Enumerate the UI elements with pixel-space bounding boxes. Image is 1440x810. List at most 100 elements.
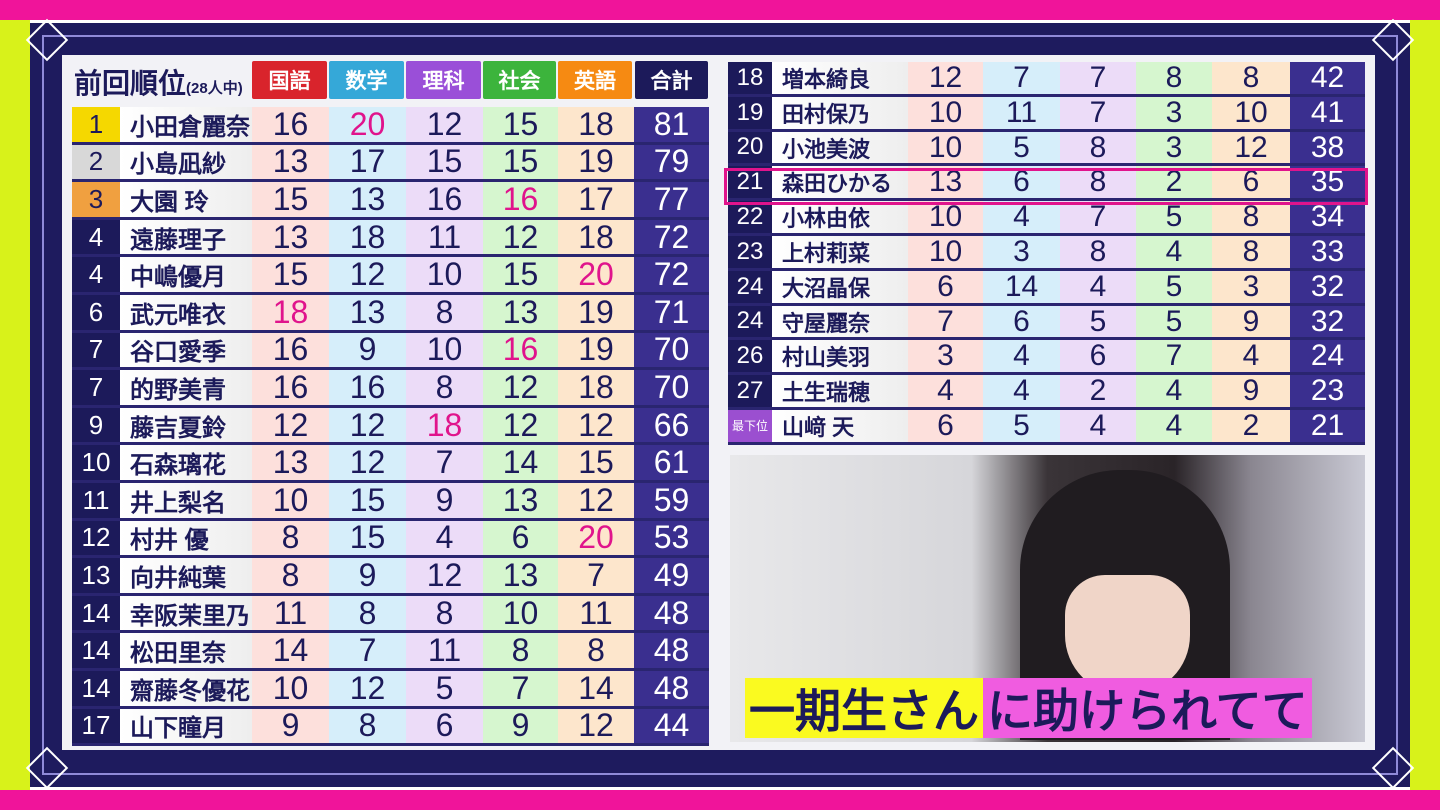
score-数学: 13 [329,294,406,330]
header-0: 国語 [252,61,327,99]
member-name: 松田里奈 [120,633,252,668]
score-国語: 9 [252,707,329,743]
score-数学: 5 [983,409,1060,442]
score-数学: 4 [983,339,1060,372]
score-社会: 3 [1136,96,1212,129]
table-row: 4 遠藤理子 13 18 11 12 18 72 [72,219,709,258]
score-国語: 6 [908,270,983,303]
score-数学: 9 [329,557,406,593]
top-bar [0,0,1440,20]
score-国語: 10 [908,200,983,233]
rank-badge: 3 [72,182,120,217]
score-数学: 3 [983,235,1060,268]
score-理科: 8 [406,369,483,405]
table-row: 9 藤吉夏鈴 12 12 18 12 12 66 [72,407,709,446]
score-理科: 12 [406,106,483,142]
score-数学: 6 [983,165,1060,198]
score-理科: 12 [406,557,483,593]
table-row: 7 谷口愛季 16 9 10 16 19 70 [72,331,709,371]
rank-badge: 17 [72,708,120,744]
member-name: 的野美青 [120,370,252,405]
total-score: 41 [1290,96,1365,129]
score-英語: 18 [558,219,634,255]
score-社会: 8 [1136,61,1212,94]
member-name: 谷口愛季 [120,332,252,368]
score-国語: 8 [252,519,329,555]
score-国語: 15 [252,181,329,217]
member-name: 大園 玲 [120,182,252,217]
score-社会: 15 [483,256,558,292]
score-国語: 3 [908,339,983,372]
total-score: 34 [1290,200,1365,233]
total-score: 48 [634,670,709,706]
score-社会: 10 [483,595,558,631]
score-数学: 8 [329,595,406,631]
total-score: 70 [634,331,709,367]
score-英語: 9 [1212,374,1290,407]
table-row: 2 小島凪紗 13 17 15 15 19 79 [72,143,709,183]
score-英語: 19 [558,331,634,367]
score-英語: 11 [558,595,634,631]
score-社会: 15 [483,143,558,179]
score-理科: 8 [406,595,483,631]
score-数学: 6 [983,305,1060,338]
member-name: 石森璃花 [120,445,252,480]
score-国語: 10 [908,96,983,129]
score-数学: 12 [329,256,406,292]
member-name: 小林由依 [772,201,908,233]
score-理科: 7 [1060,200,1136,233]
table-row: 24 大沼晶保 6 14 4 5 3 32 [728,270,1365,306]
score-数学: 9 [329,331,406,367]
score-国語: 6 [908,409,983,442]
score-数学: 14 [983,270,1060,303]
score-理科: 9 [406,482,483,518]
table-row: 14 松田里奈 14 7 11 8 8 48 [72,632,709,671]
total-score: 23 [1290,374,1365,407]
total-score: 32 [1290,305,1365,338]
score-理科: 16 [406,181,483,217]
person-face [1065,575,1190,695]
total-score: 48 [634,595,709,631]
rank-badge: 14 [72,633,120,668]
score-国語: 12 [252,407,329,443]
member-name: 齋藤冬優花 [120,671,252,706]
score-国語: 13 [908,165,983,198]
score-国語: 10 [252,670,329,706]
score-数学: 12 [329,407,406,443]
score-国語: 14 [252,632,329,668]
total-score: 72 [634,219,709,255]
total-score: 70 [634,369,709,405]
table-row: 17 山下瞳月 9 8 6 9 12 44 [72,707,709,747]
score-国語: 12 [908,61,983,94]
score-社会: 7 [1136,339,1212,372]
rank-badge: 9 [72,407,120,443]
header-2: 理科 [406,61,481,99]
total-score: 44 [634,707,709,743]
table-row: 21 森田ひかる 13 6 8 2 6 35 [728,165,1365,202]
score-社会: 12 [483,219,558,255]
table-row: 1 小田倉麗奈 16 20 12 15 18 81 [72,106,709,145]
rank-badge: 4 [72,219,120,255]
score-英語: 12 [1212,131,1290,164]
score-英語: 20 [558,256,634,292]
rank-badge: 24 [728,270,772,303]
caption-part1: 一期生さん [745,678,983,738]
score-理科: 5 [406,670,483,706]
score-英語: 4 [1212,339,1290,372]
score-数学: 7 [983,61,1060,94]
member-name: 中嶋優月 [120,257,252,292]
total-score: 49 [634,557,709,593]
header-5: 合計 [635,61,708,99]
table-row: 19 田村保乃 10 11 7 3 10 41 [728,96,1365,132]
table-title: 前回順位(28人中) [74,62,243,102]
score-数学: 17 [329,143,406,179]
score-国語: 15 [252,256,329,292]
score-国語: 16 [252,106,329,142]
score-国語: 4 [908,374,983,407]
score-社会: 3 [1136,131,1212,164]
score-数学: 5 [983,131,1060,164]
score-理科: 2 [1060,374,1136,407]
member-name: 武元唯衣 [120,295,252,330]
total-score: 42 [1290,61,1365,94]
score-理科: 11 [406,219,483,255]
